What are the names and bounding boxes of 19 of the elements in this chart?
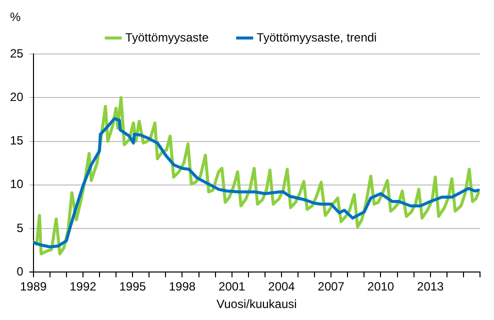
x-tick-label: 2007: [318, 280, 345, 294]
x-tick-label: 2004: [268, 280, 296, 294]
y-tick-label: 20: [10, 90, 24, 104]
y-tick-label: 0: [16, 264, 24, 279]
legend-label: Työttömyysaste: [125, 30, 209, 44]
x-tick-label: 2001: [218, 280, 246, 294]
y-tick-label: 5: [16, 220, 24, 235]
x-tick-label: 2013: [417, 280, 444, 294]
y-tick-label: 25: [10, 46, 24, 60]
x-tick-label: 1989: [20, 280, 48, 294]
legend-label: Työttömyysaste, trendi: [256, 30, 377, 44]
x-axis-title: Vuosi/kuukausi: [216, 297, 297, 312]
x-tick-label: 1998: [168, 280, 196, 294]
x-tick-label: 2010: [367, 280, 394, 294]
y-tick-label: 15: [10, 134, 24, 148]
x-tick-label: 1992: [70, 280, 97, 294]
y-tick-label: 10: [10, 177, 24, 192]
x-tick-label: 1995: [119, 280, 146, 294]
y-axis-title: %: [10, 10, 21, 24]
